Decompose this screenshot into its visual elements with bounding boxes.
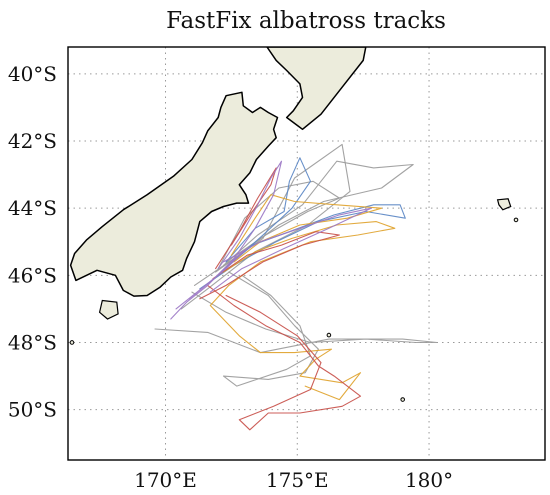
lat-tick-label: 50°S <box>8 398 57 422</box>
albatross-track <box>225 157 312 266</box>
albatross-track <box>180 143 351 310</box>
albatross-track <box>230 194 383 263</box>
lat-tick-label: 42°S <box>8 129 57 153</box>
albatross-track <box>207 284 362 431</box>
albatross-track <box>209 221 396 401</box>
land-layer <box>69 47 519 402</box>
lat-tick-label: 48°S <box>8 330 57 354</box>
lat-tick-label: 40°S <box>8 62 57 86</box>
lat-tick-label: 46°S <box>8 263 57 287</box>
stewart-island-landmass <box>98 299 119 320</box>
islet-marker <box>513 217 519 223</box>
albatross-track <box>215 167 277 270</box>
lat-tick-label: 44°S <box>8 196 57 220</box>
map-title: FastFix albatross tracks <box>166 8 446 34</box>
chatham-islands-landmass <box>496 198 512 211</box>
albatross-track <box>170 160 283 320</box>
lon-tick-label: 175°E <box>266 468 329 492</box>
track-layer <box>154 143 438 431</box>
albatross-track <box>154 291 438 354</box>
islet-marker <box>400 397 405 402</box>
north-island-landmass <box>266 47 367 131</box>
south-island-landmass <box>69 91 279 297</box>
albatross-track <box>175 247 248 310</box>
islet-marker <box>326 332 332 338</box>
lon-tick-label: 170°E <box>134 468 197 492</box>
albatross-track <box>217 180 340 270</box>
lon-tick-label: 180° <box>405 468 453 492</box>
islet-marker <box>69 340 75 345</box>
albatross-track <box>209 207 372 293</box>
map-frame <box>67 46 546 461</box>
albatross-track <box>222 271 319 387</box>
tick-labels: 40°S 42°S 44°S 46°S 48°S 50°S 170°E 175°E 180° <box>8 62 453 492</box>
albatross-track <box>199 204 406 290</box>
albatross-track <box>199 231 340 300</box>
